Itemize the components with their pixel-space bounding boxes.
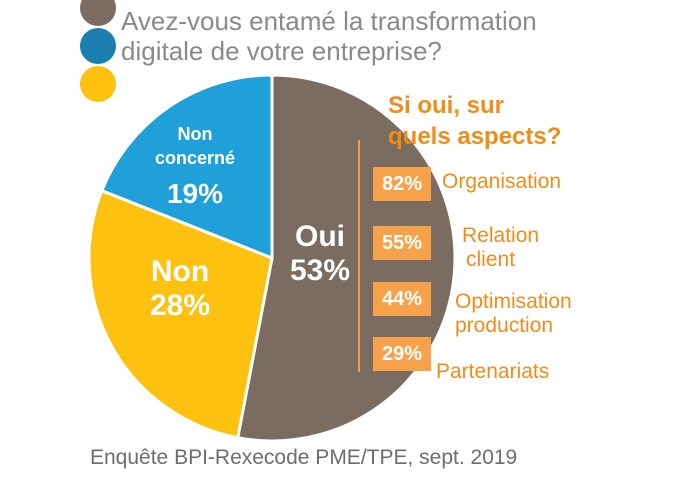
pie-slice-non xyxy=(87,188,274,440)
slice-label-non-concerne-line-2: concerné xyxy=(154,148,236,168)
slice-value-non-concerne: 19% xyxy=(166,178,224,209)
slice-value-oui: 53% xyxy=(289,254,351,287)
aspect-badge-optimisation-production: 44% xyxy=(373,282,431,316)
pie-slice-non-concerne xyxy=(99,73,274,261)
aspect-label-partenariats: Partenariats xyxy=(436,360,549,384)
sub-chart-title-line-1: Si oui, sur xyxy=(388,92,505,119)
sub-chart-title-line-2: quels aspects? xyxy=(388,123,562,150)
aspect-badge-partenariats: 29% xyxy=(373,337,431,371)
aspect-badge-organisation: 82% xyxy=(373,167,431,201)
aspect-label-optimisation-production-line-2: production xyxy=(455,314,554,337)
aspect-badge-relation-client: 55% xyxy=(373,226,431,260)
slice-label-non-text: Non xyxy=(150,255,210,288)
legend-dot-non xyxy=(80,66,116,102)
aspect-label-partenariats-line-1: Partenariats xyxy=(436,360,550,383)
aspect-label-optimisation-production: Optimisation production xyxy=(455,290,572,338)
slice-value-non: 28% xyxy=(149,289,211,322)
slice-label-non: Non 28% xyxy=(130,255,230,323)
sub-chart-divider xyxy=(358,140,360,372)
aspect-label-organisation-line-1: Organisation xyxy=(442,170,562,193)
aspect-label-optimisation-production-line-1: Optimisation xyxy=(455,290,572,313)
aspect-label-relation-client-line-2: client xyxy=(466,248,516,271)
aspect-label-relation-client: Relation client xyxy=(462,224,539,272)
aspect-label-organisation: Organisation xyxy=(442,170,561,194)
slice-label-oui: Oui 53% xyxy=(280,220,360,288)
chart-title-line-2: digitale de votre entreprise? xyxy=(121,36,442,66)
slice-label-non-concerne: Non concerné 19% xyxy=(140,122,250,214)
legend-dot-non-concerne xyxy=(80,28,116,64)
slice-label-oui-text: Oui xyxy=(295,220,345,253)
chart-title-line-1: Avez-vous entamé la transformation xyxy=(121,6,537,36)
source-note: Enquête BPI-Rexecode PME/TPE, sept. 2019 xyxy=(90,446,518,469)
sub-chart-title: Si oui, sur quels aspects? xyxy=(388,90,561,152)
chart-title: Avez-vous entamé la transformation digit… xyxy=(121,6,681,66)
slice-label-non-concerne-line-1: Non xyxy=(177,124,213,144)
aspect-label-relation-client-line-1: Relation xyxy=(462,224,540,247)
